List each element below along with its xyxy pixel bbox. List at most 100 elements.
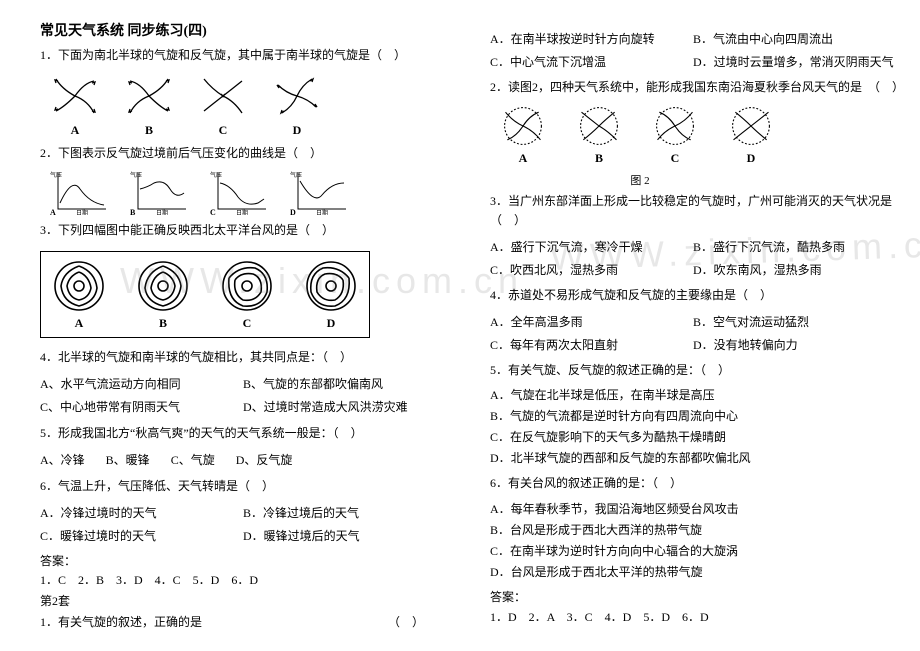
typhoon-icon xyxy=(135,258,191,314)
q3-fig-d: D xyxy=(303,258,359,331)
s2q4-opt-c: C．每年有两次太阳直射 xyxy=(490,334,690,357)
q6-opts-line2: C．暖锋过境时的天气 D．暖锋过境后的天气 xyxy=(40,525,440,548)
spiral-icon xyxy=(124,71,174,121)
fig-label: B xyxy=(595,151,603,166)
s2q2-fig-b: B xyxy=(576,103,622,166)
q4-text: 4．北半球的气旋和南半球的气旋相比，其共同点是：（ ） xyxy=(40,348,440,367)
s2q4-opt-d: D．没有地转偏向力 xyxy=(693,338,798,352)
fig-label: A xyxy=(75,316,84,331)
set2-label: 第2套 xyxy=(40,592,440,611)
q5-opts: A、冷锋 B、暖锋 C、气旋 D、反气旋 xyxy=(40,450,440,472)
q3-text: 3．下列四幅图中能正确反映西北太平洋台风的是（ ） xyxy=(40,221,440,240)
s2q6-opt-a: A．每年春秋季节，我国沿海地区频受台风攻击 xyxy=(490,500,900,519)
q6-opts-line1: A．冷锋过境时的天气 B．冷锋过境后的天气 xyxy=(40,502,440,525)
s2q5-opt-b: B．气旋的气流都是逆时针方向有四周流向中心 xyxy=(490,407,900,426)
typhoon-icon xyxy=(219,258,275,314)
s2q5-opt-d: D．北半球气旋的西部和反气旋的东部都吹偏北风 xyxy=(490,449,900,468)
s2q2-text: 2．读图2，四种天气系统中，能形成我国东南沿海夏秋季台风天气的是 （ ） xyxy=(490,78,900,97)
fig-label: D xyxy=(293,123,302,138)
fig-label: A xyxy=(519,151,528,166)
s2q1-opts-line1: A．在南半球按逆时针方向旋转 B．气流由中心向四周流出 xyxy=(490,28,900,51)
axis-x-label: 日期 xyxy=(156,209,168,215)
q4-opt-b: B、气旋的东部都吹偏南风 xyxy=(243,377,383,391)
fig-label: A xyxy=(71,123,80,138)
axis-x-label: 日期 xyxy=(236,209,248,215)
fig-label: B xyxy=(130,208,136,215)
answers-label: 答案： xyxy=(40,552,440,571)
q2-fig-a: 气压 日期 A xyxy=(50,169,110,215)
q4-opt-a: A、水平气流运动方向相同 xyxy=(40,373,240,396)
q1-text: 1．下面为南北半球的气旋和反气旋，其中属于南半球的气旋是（ ） xyxy=(40,46,440,65)
s2q4-opt-a: A．全年高温多雨 xyxy=(490,311,690,334)
q6-opt-a: A．冷锋过境时的天气 xyxy=(40,502,240,525)
s2q3-line1: A．盛行下沉气流，寒冷干燥 B．盛行下沉气流，酷热多雨 xyxy=(490,236,900,259)
axis-y-label: 气压 xyxy=(290,171,302,179)
fig2-caption: 图 2 xyxy=(500,172,780,188)
q1-fig-d: D xyxy=(272,71,322,138)
spiral-icon xyxy=(652,103,698,149)
spiral-icon xyxy=(576,103,622,149)
q2-fig-d: 气压 日期 D xyxy=(290,169,350,215)
q1-fig-b: B xyxy=(124,71,174,138)
q6-opt-c: C．暖锋过境时的天气 xyxy=(40,525,240,548)
spiral-icon xyxy=(500,103,546,149)
s2q3-line2: C．吹西北风，湿热多雨 D．吹东南风，湿热多雨 xyxy=(490,259,900,282)
s2q1-opt-d: D．过境时云量增多，常消灭阴雨天气 xyxy=(693,55,894,69)
spiral-icon xyxy=(728,103,774,149)
answers: 1．C 2．B 3．D 4．C 5．D 6．D xyxy=(40,571,440,590)
axis-x-label: 日期 xyxy=(316,209,328,215)
q4-opts-line1: A、水平气流运动方向相同 B、气旋的东部都吹偏南风 xyxy=(40,373,440,396)
q3-figures: A B xyxy=(51,258,359,331)
s2q1-opt-b: B．气流由中心向四周流出 xyxy=(693,32,833,46)
s2q1-opt-a: A．在南半球按逆时针方向旋转 xyxy=(490,28,690,51)
s2q3-opt-b: B．盛行下沉气流，酷热多雨 xyxy=(693,240,845,254)
q5-text: 5．形成我国北方“秋高气爽”的天气的天气系统一般是：（ ） xyxy=(40,424,440,443)
q5-opt-a: A、冷锋 xyxy=(40,450,85,472)
fig-label: B xyxy=(145,123,153,138)
fig-label: C xyxy=(210,208,216,215)
s2q3-text: 3．当广州东部洋面上形成一比较稳定的气旋时，广州可能消灭的天气状况是（ ） xyxy=(490,192,900,230)
q4-opt-d: D、过境时常造成大风洪涝灾难 xyxy=(243,400,408,414)
page-title: 常见天气系统 同步练习(四) xyxy=(40,20,440,40)
fig-label: C xyxy=(671,151,680,166)
s2q3-opt-d: D．吹东南风，湿热多雨 xyxy=(693,263,822,277)
q3-fig-b: B xyxy=(135,258,191,331)
q1-fig-c: C xyxy=(198,71,248,138)
fig-label: A xyxy=(50,208,56,215)
s2q2-fig-d: D xyxy=(728,103,774,166)
s2q6-opt-d: D．台风是形成于西北太平洋的热带气旋 xyxy=(490,563,900,582)
q4-opts-line2: C、中心地带常有阴雨天气 D、过境时常造成大风洪涝灾难 xyxy=(40,396,440,419)
typhoon-icon xyxy=(303,258,359,314)
s2q4-opt-b: B．空气对流运动猛烈 xyxy=(693,315,809,329)
q5-opt-d: D、反气旋 xyxy=(236,450,293,472)
fig-label: C xyxy=(219,123,228,138)
axis-y-label: 气压 xyxy=(50,171,62,179)
graph-icon: 气压 日期 C xyxy=(210,169,270,215)
typhoon-icon xyxy=(51,258,107,314)
s2q5-opt-a: A．气旋在北半球是低压，在南半球是高压 xyxy=(490,386,900,405)
spiral-icon xyxy=(198,71,248,121)
spiral-icon xyxy=(272,71,322,121)
page: 常见天气系统 同步练习(四) 1．下面为南北半球的气旋和反气旋，其中属于南半球的… xyxy=(0,0,920,651)
q2-text: 2．下图表示反气旋过境前后气压变化的曲线是（ ） xyxy=(40,144,440,163)
graph-icon: 气压 日期 A xyxy=(50,169,110,215)
left-column: 常见天气系统 同步练习(四) 1．下面为南北半球的气旋和反气旋，其中属于南半球的… xyxy=(0,0,460,651)
answers-label-r: 答案： xyxy=(490,588,900,607)
q2-fig-b: 气压 日期 B xyxy=(130,169,190,215)
q6-text: 6．气温上升，气压降低、天气转晴是（ ） xyxy=(40,477,440,496)
s2q4-text: 4．赤道处不易形成气旋和反气旋的主要缘由是（ ） xyxy=(490,286,900,305)
q2-figures: 气压 日期 A 气压 日期 B 气压 日期 xyxy=(50,169,440,215)
s2q3-opt-c: C．吹西北风，湿热多雨 xyxy=(490,259,690,282)
fig-label: B xyxy=(159,316,167,331)
fig-label: D xyxy=(747,151,756,166)
q6-opt-b: B．冷锋过境后的天气 xyxy=(243,506,359,520)
s2q4-line1: A．全年高温多雨 B．空气对流运动猛烈 xyxy=(490,311,900,334)
q2-fig-c: 气压 日期 C xyxy=(210,169,270,215)
q1-figures: A B xyxy=(50,71,440,138)
fig-label: D xyxy=(327,316,336,331)
s2q1-opts-line2: C．中心气流下沉增温 D．过境时云量增多，常消灭阴雨天气 xyxy=(490,51,900,74)
s2q5-opt-c: C．在反气旋影响下的天气多为酷热干燥晴朗 xyxy=(490,428,900,447)
q5-opt-b: B、暖锋 xyxy=(106,450,150,472)
answers-r: 1．D 2．A 3．C 4．D 5．D 6．D xyxy=(490,608,900,627)
s2q6-opt-c: C．在南半球为逆时针方向向中心辐合的大旋涡 xyxy=(490,542,900,561)
